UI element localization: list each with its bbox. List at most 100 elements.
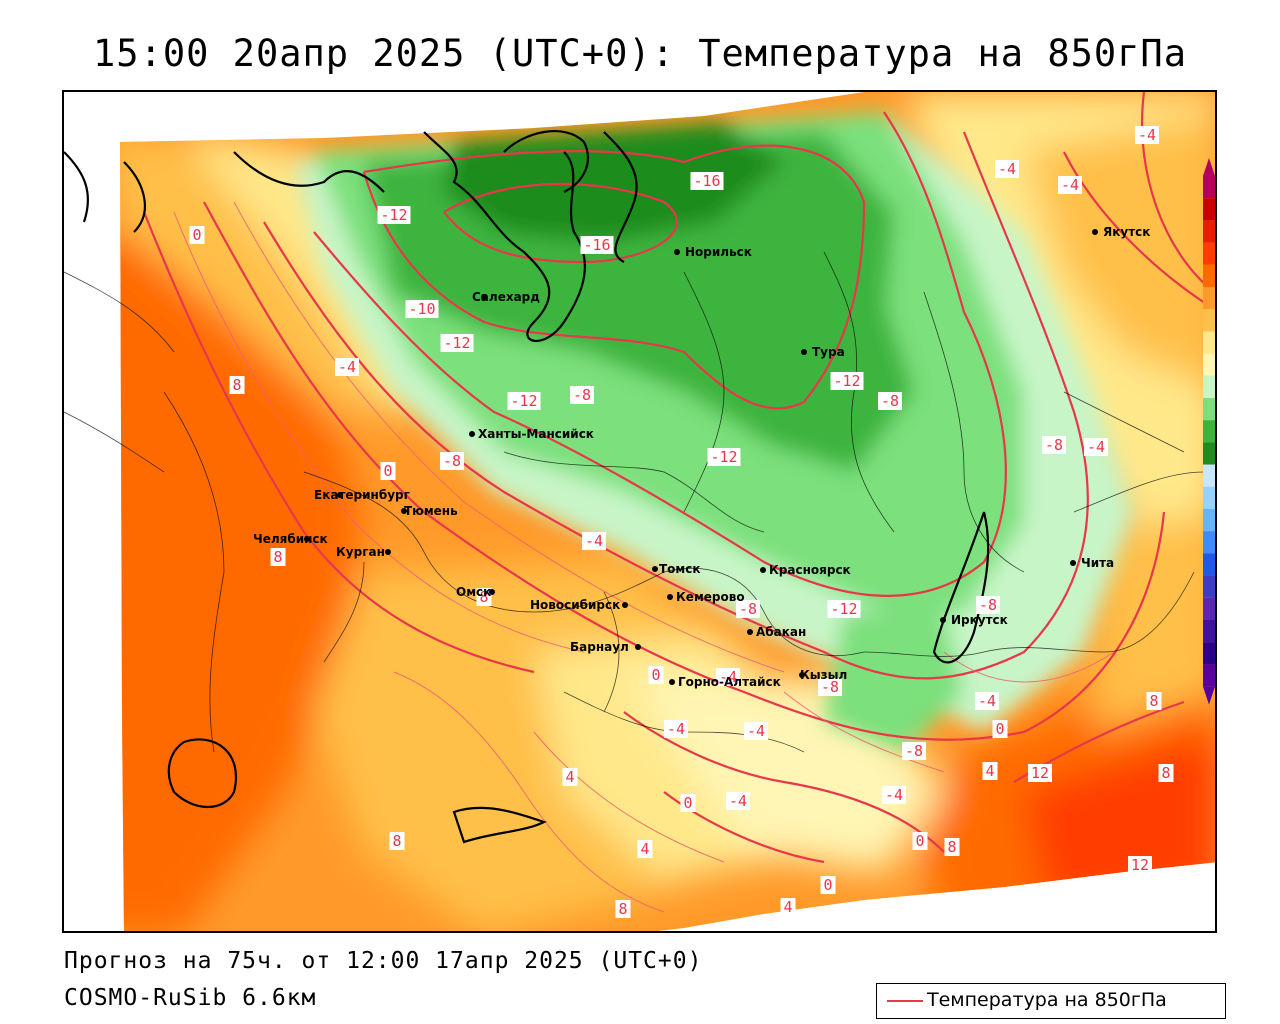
isoline-label: -10	[408, 300, 435, 318]
isoline-label-bg	[1058, 176, 1082, 194]
isoline-label-bg	[818, 678, 842, 696]
isoline-label-bg	[615, 900, 631, 918]
isoline-label: 8	[1161, 764, 1170, 782]
isoline-label-bg	[882, 786, 906, 804]
scale-arrow-up-icon	[1203, 158, 1215, 176]
city-label: Чита	[1081, 556, 1114, 570]
isoline-label: -4	[978, 692, 996, 710]
isoline-label-bg	[707, 448, 741, 466]
isoline-label: -4	[585, 532, 603, 550]
model-info: COSMO-RuSib 6.6км	[64, 985, 317, 1011]
isoline-label-bg	[440, 334, 474, 352]
isoline-label: 0	[823, 876, 832, 894]
isoline-label: 8	[618, 900, 627, 918]
isoline-label-bg	[648, 666, 664, 684]
isoline-label: -4	[1061, 176, 1079, 194]
scale-swatch	[1203, 642, 1215, 665]
isoline-label-bg	[878, 392, 902, 410]
isoline-label-bg	[570, 386, 594, 404]
isoline-label: -4	[747, 722, 765, 740]
city-marker	[304, 536, 310, 542]
scale-swatch	[1203, 264, 1215, 287]
isoline-label-bg	[562, 768, 578, 786]
city-label: Челябинск	[253, 532, 328, 546]
city-label: Якутск	[1103, 225, 1150, 239]
city-marker	[1070, 560, 1076, 566]
isoline-label-bg	[830, 372, 864, 390]
city-marker	[667, 594, 673, 600]
isoline-label: -8	[905, 742, 923, 760]
isoline-labels: 0 -12 -16 -16 -4 -4 -4 8 -10 -12 -4 -12 -8 -12 -8 0 -8 -1…	[189, 126, 1174, 918]
city-label: Ханты-Мансийск	[478, 427, 594, 441]
isoline-label: -4	[667, 720, 685, 738]
isoline-label: 8	[947, 838, 956, 856]
temperature-field	[120, 92, 1215, 931]
isoline-label: 0	[995, 720, 1004, 738]
isoline-label: -4	[1138, 126, 1156, 144]
coastlines	[64, 130, 990, 844]
scale-swatch	[1203, 176, 1215, 199]
isoline-label: -4	[338, 358, 356, 376]
cities-layer: Якутск Норильск Салехард Тура Ханты-Мансийск…	[253, 225, 1150, 689]
isoline-label-bg	[827, 600, 861, 618]
city-marker	[799, 672, 805, 678]
city-marker	[635, 644, 641, 650]
isoline-label: -4	[998, 160, 1016, 178]
city-marker	[385, 549, 391, 555]
scale-swatch	[1203, 331, 1215, 354]
isoline-label-bg	[726, 792, 750, 810]
scale-arrow-down-icon	[1203, 686, 1215, 705]
isoline-label: 8	[232, 376, 241, 394]
city-marker	[674, 249, 680, 255]
isoline-label: 4	[640, 840, 649, 858]
city-marker	[489, 589, 495, 595]
isoline-label-bg	[1158, 764, 1174, 782]
city-marker	[469, 431, 475, 437]
isoline-label-bg	[736, 600, 760, 618]
scale-swatch	[1203, 398, 1215, 421]
city-marker	[481, 294, 487, 300]
isoline-label: 8	[392, 832, 401, 850]
city-label: Горно-Алтайск	[678, 675, 781, 689]
isoline-label-bg	[902, 742, 926, 760]
isoline-label-bg	[944, 838, 960, 856]
isoline-label: 0	[192, 226, 201, 244]
isoline-label-bg	[582, 532, 606, 550]
city-marker	[401, 508, 407, 514]
city-label: Норильск	[685, 245, 752, 259]
scale-swatch	[1203, 620, 1215, 643]
scale-swatch	[1203, 353, 1215, 376]
isoline-label: -12	[833, 372, 860, 390]
scale-swatch	[1203, 486, 1215, 509]
city-label: Томск	[659, 562, 701, 576]
isoline-label-bg	[1128, 856, 1152, 874]
isoline-label-bg	[780, 898, 796, 916]
city-label: Кызыл	[800, 668, 847, 682]
city-label: Иркутск	[951, 613, 1008, 627]
isoline-label-bg	[1146, 692, 1162, 710]
scale-swatch	[1203, 442, 1215, 465]
city-marker	[337, 492, 343, 498]
map-area[interactable]: 0 -12 -16 -16 -4 -4 -4 8 -10 -12 -4 -12 -8 -12 -8 0 -8 -1…	[62, 90, 1217, 933]
isoline-label-bg	[690, 172, 724, 190]
isoline-label: -4	[1087, 438, 1105, 456]
isoline-label: 0	[383, 462, 392, 480]
isoline-label-bg	[1084, 438, 1108, 456]
isoline-label-bg	[335, 358, 359, 376]
isoline-label-bg	[270, 548, 286, 566]
city-marker	[652, 566, 658, 572]
city-label: Барнаул	[570, 640, 629, 654]
isoline-label-bg	[995, 160, 1019, 178]
isoline-label-bg	[580, 236, 614, 254]
isolines	[142, 92, 1215, 864]
city-label: Красноярск	[769, 563, 851, 577]
isoline-label: 12	[1131, 856, 1149, 874]
scale-swatch	[1203, 242, 1215, 265]
isoline-label: 8	[273, 548, 282, 566]
city-label: Екатеринбург	[314, 488, 410, 502]
city-marker	[760, 567, 766, 573]
isoline-label-bg	[380, 462, 396, 480]
legend: Температура на 850гПа	[876, 983, 1226, 1019]
isoline-label: -12	[710, 448, 737, 466]
isoline-label-bg	[912, 832, 928, 850]
